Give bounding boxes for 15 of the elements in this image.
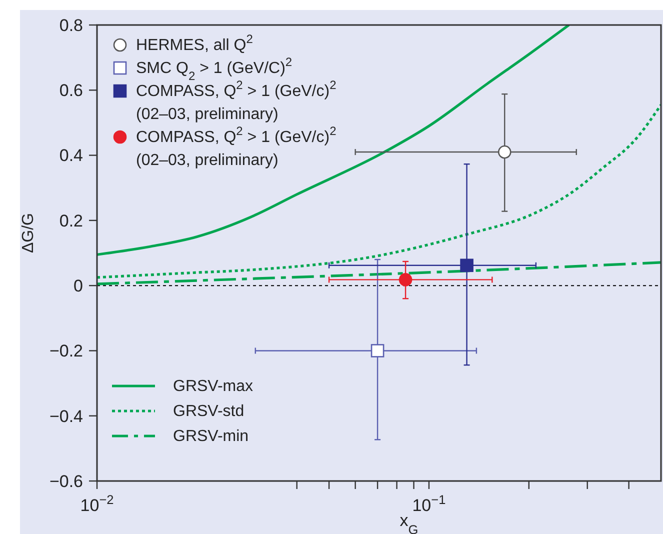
x-tick-label: 10$^{−2}$: [80, 492, 114, 515]
y-tick-label: 0: [74, 276, 83, 296]
legend-label: GRSV-min: [173, 428, 249, 445]
y-tick-label: 0.2: [59, 211, 83, 230]
y-axis-title: ΔG/G: [20, 212, 37, 254]
y-tick-label: −0.4: [49, 406, 83, 426]
y-tick-label: 0.6: [59, 81, 83, 100]
y-tick-label: −0.6: [49, 472, 83, 491]
y-tick-label: −0.2: [49, 342, 83, 361]
y-tick-label: 0.8: [59, 16, 83, 35]
text: COMPASS, Q$^{2}$ > 1 (GeV/c)$^{2}$ (02–03, preliminary): [136, 124, 336, 169]
legend-label: GRSV-max: [173, 378, 254, 395]
y-tick-label: 0.4: [59, 146, 83, 166]
legend-label: GRSV-std: [173, 403, 244, 420]
legend-label: HERMES, all Q$^{2}$: [136, 32, 254, 54]
